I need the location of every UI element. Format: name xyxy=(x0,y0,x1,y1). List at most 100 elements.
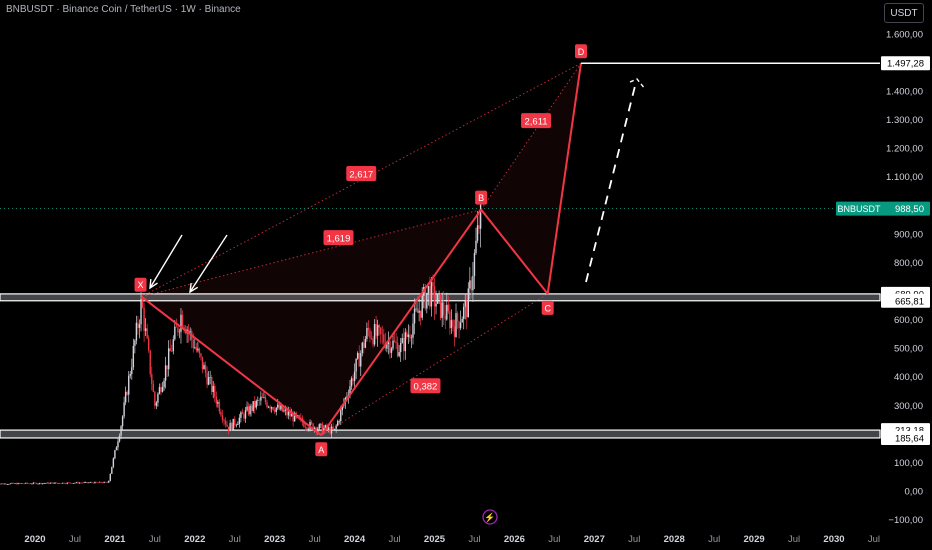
x-axis-label: 2021 xyxy=(104,534,126,545)
candle-body xyxy=(310,421,313,424)
candle-body xyxy=(275,407,277,412)
candle-body xyxy=(375,324,377,336)
candle-body xyxy=(71,483,73,484)
pattern-leg-bc[interactable] xyxy=(480,208,549,295)
price-tag xyxy=(881,430,930,445)
point-label-a[interactable] xyxy=(315,442,328,457)
candle-body xyxy=(37,483,39,485)
candle-body xyxy=(106,482,108,483)
candle-body xyxy=(15,483,18,485)
candle-body xyxy=(124,391,127,403)
candle-body xyxy=(63,482,65,484)
candle-body xyxy=(270,407,273,409)
currency-button[interactable]: USDT xyxy=(884,3,924,23)
candle-body xyxy=(214,385,216,397)
candle-body xyxy=(383,334,385,343)
candle-body xyxy=(160,387,162,392)
candle-body xyxy=(112,458,115,467)
candle-body xyxy=(313,427,316,430)
candle-body xyxy=(461,318,463,323)
current-price-text: 988,50 xyxy=(895,204,924,215)
candle-body xyxy=(441,302,443,318)
candle-body xyxy=(450,320,453,329)
candle-body xyxy=(472,276,474,291)
candle-body xyxy=(255,400,257,408)
x-axis-label: Jul xyxy=(69,534,81,545)
candle-body xyxy=(267,406,270,408)
candle-body xyxy=(22,483,24,484)
candle-body xyxy=(246,406,248,411)
ac-ratio-line xyxy=(321,293,548,436)
arrow-annotation-2 xyxy=(189,234,228,293)
candle-body xyxy=(281,405,284,412)
candle-body xyxy=(166,365,168,370)
candle-body xyxy=(201,356,204,370)
candle-body xyxy=(192,339,194,348)
candle-body xyxy=(28,483,30,485)
candle-body xyxy=(363,342,365,348)
candle-body xyxy=(376,325,379,336)
candle-body xyxy=(163,380,165,387)
candle-body xyxy=(338,420,340,422)
candle-body xyxy=(138,324,141,328)
candle-body xyxy=(217,401,219,404)
candle-body xyxy=(137,322,139,328)
arrow-annotation-2-head xyxy=(189,282,199,294)
pattern-leg-xa[interactable] xyxy=(140,295,322,437)
candle-body xyxy=(104,481,107,483)
candle-body xyxy=(126,391,128,395)
point-label-b[interactable] xyxy=(475,190,488,205)
candle-body xyxy=(395,341,397,343)
y-axis-label: 500,00 xyxy=(894,344,923,355)
candle-body xyxy=(218,401,221,412)
candle-body xyxy=(77,482,79,484)
candle-body xyxy=(433,286,436,307)
candle-body xyxy=(435,303,437,307)
x-axis-label: Jul xyxy=(788,534,800,545)
events-icon[interactable] xyxy=(482,509,498,525)
pattern-leg-ab[interactable] xyxy=(320,209,482,436)
price-tag-text: 1.497,28 xyxy=(887,59,924,70)
candle-body xyxy=(18,483,21,484)
candle-body xyxy=(230,422,233,430)
candle-body xyxy=(75,482,78,483)
arrow-annotation-1 xyxy=(149,234,183,289)
candle-body xyxy=(121,416,124,427)
candle-body xyxy=(241,412,244,415)
candle-body xyxy=(78,482,81,484)
candle-body xyxy=(58,483,61,484)
candle-body xyxy=(69,482,72,484)
candle-body xyxy=(430,282,433,307)
candle-body xyxy=(3,483,5,485)
candle-body xyxy=(278,404,281,410)
symbol-tag-text: BNBUSDT xyxy=(837,204,881,214)
candle-body xyxy=(187,329,190,333)
candle-body xyxy=(203,365,205,370)
candle-body xyxy=(455,313,457,337)
candle-body xyxy=(449,311,451,329)
candle-body xyxy=(389,341,391,353)
candle-body xyxy=(439,293,442,318)
candle-body xyxy=(406,332,408,337)
pattern-leg-cd[interactable] xyxy=(546,63,582,295)
candle-body xyxy=(356,352,359,359)
point-label-c[interactable] xyxy=(541,300,554,315)
candle-body xyxy=(88,482,90,484)
point-label-x[interactable] xyxy=(134,277,147,292)
point-label-d[interactable] xyxy=(574,44,587,59)
x-axis-label: 2027 xyxy=(584,534,605,545)
projection-head xyxy=(629,78,646,90)
candle-body xyxy=(0,483,2,485)
candle-body xyxy=(92,482,95,484)
candle-body xyxy=(46,482,48,484)
candle-body xyxy=(324,425,327,428)
support-zone-2[interactable] xyxy=(0,429,881,439)
candle-body xyxy=(97,482,99,483)
candle-body xyxy=(317,428,319,432)
candle-body xyxy=(14,483,16,484)
candle-body xyxy=(470,280,473,291)
candle-body xyxy=(269,406,271,409)
point-label-text: C xyxy=(544,303,551,313)
candle-body xyxy=(149,350,151,375)
